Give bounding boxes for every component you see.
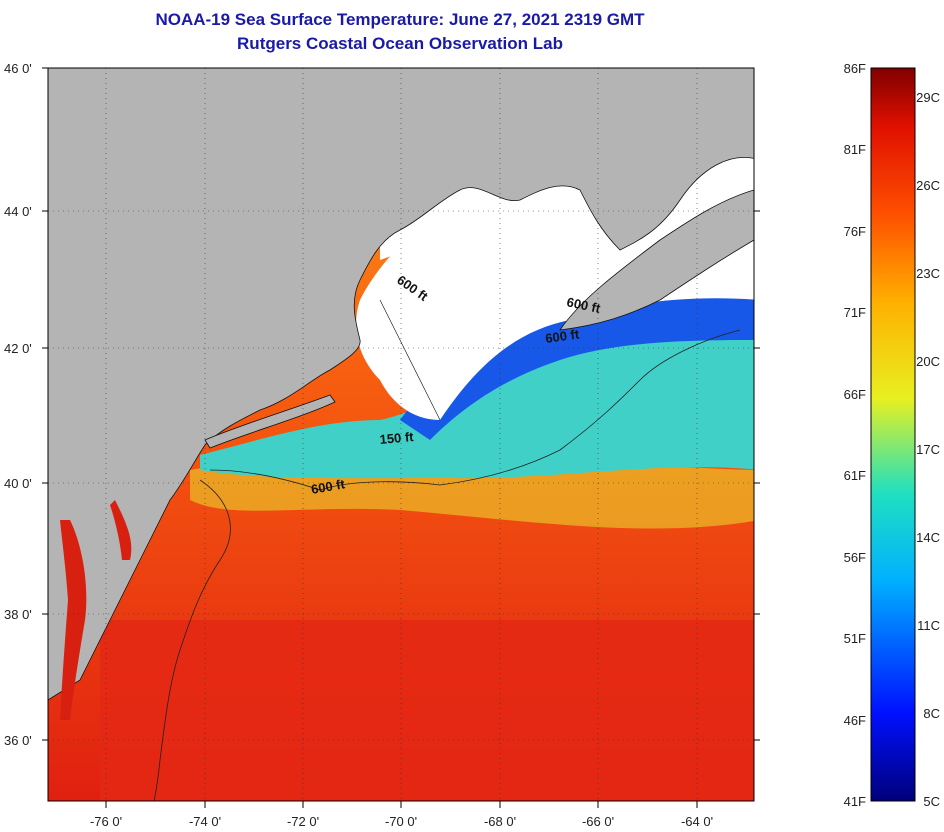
contour-label-3: 600 ft: [544, 326, 580, 346]
lon-label-68: -68 0': [484, 814, 516, 829]
colorbar-f-66: 66F: [844, 387, 866, 402]
nova-scotia: [559, 189, 754, 331]
colorbar: [870, 67, 916, 802]
colorbar-f-86: 86F: [844, 61, 866, 76]
lon-label-70: -70 0': [385, 814, 417, 829]
colorbar-f-41: 41F: [844, 794, 866, 809]
chesapeake-bay: [60, 520, 87, 720]
colorbar-c-8: 8C: [923, 706, 940, 721]
lat-label-42: 42 0': [4, 341, 32, 356]
map-title: NOAA-19 Sea Surface Temperature: June 27…: [155, 10, 645, 29]
colorbar-f-61: 61F: [844, 468, 866, 483]
colorbar-c-26: 26C: [916, 178, 940, 193]
contour-label-5: 600 ft: [310, 476, 347, 497]
lon-label-76: -76 0': [90, 814, 122, 829]
cold-water: [400, 295, 754, 440]
lon-label-64: -64 0': [681, 814, 713, 829]
map-subtitle: Rutgers Coastal Ocean Observation Lab: [237, 34, 563, 53]
colorbar-c-11: 11C: [917, 618, 940, 633]
colorbar-f-71: 71F: [844, 305, 866, 320]
lat-ticks: [42, 67, 760, 741]
long-island: [204, 394, 336, 449]
lat-label-46: 46 0': [4, 61, 32, 76]
colorbar-c-23: 23C: [916, 266, 940, 281]
contour-150ft: [379, 299, 441, 421]
lon-label-74: -74 0': [189, 814, 221, 829]
lon-label-72: -72 0': [287, 814, 319, 829]
delaware-bay: [110, 500, 132, 560]
lat-label-40: 40 0': [4, 476, 32, 491]
contour-600ft: [209, 329, 741, 491]
contour-shelf-edge: [153, 479, 231, 801]
land-mass: [48, 68, 754, 701]
hot-sea: [100, 620, 754, 801]
colorbar-f-51: 51F: [844, 631, 866, 646]
colorbar-f-81: 81F: [844, 142, 866, 157]
graticule: [48, 68, 754, 801]
colorbar-c-14: 14C: [916, 530, 940, 545]
contour-label-2: 600 ft: [565, 294, 602, 316]
colorbar-c-17: 17C: [916, 442, 940, 457]
contour-label-4: 150 ft: [379, 429, 415, 447]
colorbar-c-5: 5C: [923, 794, 940, 809]
lat-label-38: 38 0': [4, 607, 32, 622]
colorbar-f-46: 46F: [844, 713, 866, 728]
lon-label-66: -66 0': [582, 814, 614, 829]
colorbar-c-29: 29C: [916, 90, 940, 105]
lat-label-44: 44 0': [4, 204, 32, 219]
colorbar-f-76: 76F: [844, 224, 866, 239]
colorbar-f-56: 56F: [844, 550, 866, 565]
lon-ticks: [105, 801, 698, 808]
colorbar-c-20: 20C: [916, 354, 940, 369]
lat-label-36: 36 0': [4, 733, 32, 748]
